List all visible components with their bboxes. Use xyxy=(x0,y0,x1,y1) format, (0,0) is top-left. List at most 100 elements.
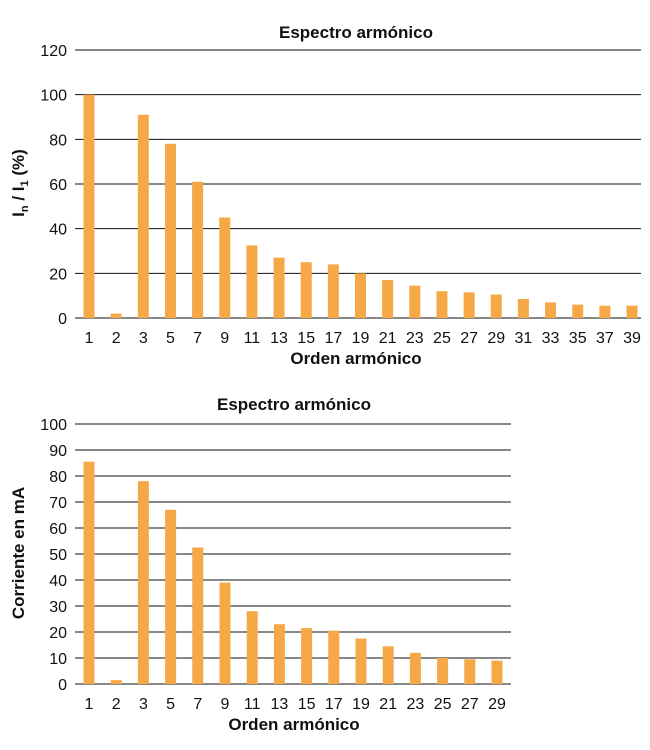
y-tick-label: 60 xyxy=(49,521,67,538)
x-tick-label: 3 xyxy=(139,696,148,713)
bar xyxy=(273,257,285,318)
bar xyxy=(83,94,95,319)
y-tick-label: 20 xyxy=(49,266,67,283)
x-tick-label: 15 xyxy=(298,696,316,713)
bar xyxy=(165,509,177,684)
bar xyxy=(382,646,394,684)
x-tick-label: 19 xyxy=(352,696,370,713)
bar xyxy=(110,680,122,684)
x-tick-label: 7 xyxy=(193,330,202,347)
bar xyxy=(545,302,557,318)
y-tick-label: 40 xyxy=(49,222,67,239)
y-tick-label: 40 xyxy=(49,573,67,590)
y-tick-label: 90 xyxy=(49,443,67,460)
bars xyxy=(83,94,638,319)
y-axis-title: In / I1 (%) xyxy=(9,149,31,217)
x-tick-label: 13 xyxy=(271,696,289,713)
y-tick-label: 10 xyxy=(49,651,67,668)
x-tick-label: 21 xyxy=(379,330,397,347)
bar xyxy=(409,652,421,684)
x-tick-label: 9 xyxy=(221,696,230,713)
y-axis-title: Corriente en mA xyxy=(9,487,28,619)
x-tick-label: 39 xyxy=(623,330,641,347)
bar xyxy=(491,660,503,684)
y-tick-label: 80 xyxy=(49,132,67,149)
bar xyxy=(137,114,149,319)
bar xyxy=(382,280,394,318)
x-tick-label: 29 xyxy=(488,696,506,713)
bar xyxy=(463,292,475,318)
x-tick-label: 27 xyxy=(461,696,479,713)
bar xyxy=(192,547,204,684)
x-tick-label: 27 xyxy=(460,330,478,347)
x-tick-label: 33 xyxy=(542,330,560,347)
y-tick-label: 30 xyxy=(49,599,67,616)
x-tick-labels: 1 2 3 5 7 9 11 13 15 17 19 21 23 25 27 29 xyxy=(85,696,506,713)
y-tick-label: 20 xyxy=(49,625,67,642)
bar xyxy=(437,658,449,684)
y-tick-labels: 0 20 40 60 80 100 120 xyxy=(40,43,67,328)
x-tick-label: 11 xyxy=(244,696,261,713)
x-tick-label: 1 xyxy=(85,696,94,713)
y-tick-label: 120 xyxy=(40,43,67,60)
x-tick-label: 37 xyxy=(596,330,614,347)
bar xyxy=(517,299,529,318)
bar xyxy=(626,305,638,318)
bar xyxy=(355,638,367,684)
x-tick-label: 9 xyxy=(220,330,229,347)
bar xyxy=(572,304,584,318)
y-tick-label: 50 xyxy=(49,547,67,564)
y-tick-label: 100 xyxy=(40,417,67,434)
x-tick-label: 1 xyxy=(85,330,94,347)
bar xyxy=(436,291,448,318)
y-tick-label: 0 xyxy=(58,311,67,328)
x-tick-label: 31 xyxy=(515,330,533,347)
bar xyxy=(137,481,149,684)
x-tick-label: 29 xyxy=(487,330,505,347)
x-tick-label: 15 xyxy=(297,330,315,347)
bar xyxy=(219,217,231,318)
x-axis-title: Orden armónico xyxy=(228,715,359,734)
chart-title: Espectro armónico xyxy=(217,395,371,414)
x-tick-label: 5 xyxy=(166,330,175,347)
bar xyxy=(599,305,611,318)
x-tick-label: 17 xyxy=(324,330,342,347)
bar xyxy=(409,285,421,318)
bar xyxy=(246,611,258,684)
x-tick-label: 2 xyxy=(112,696,121,713)
x-tick-label: 11 xyxy=(244,330,261,347)
grid-lines xyxy=(75,423,511,685)
x-tick-label: 25 xyxy=(434,696,452,713)
bar xyxy=(355,273,366,318)
x-tick-label: 13 xyxy=(270,330,288,347)
y-tick-label: 100 xyxy=(40,88,67,105)
x-tick-label: 25 xyxy=(433,330,451,347)
bar xyxy=(301,628,313,684)
bar xyxy=(300,262,312,318)
x-tick-label: 2 xyxy=(112,330,121,347)
bar xyxy=(192,181,204,318)
bar xyxy=(327,264,339,318)
y-tick-label: 60 xyxy=(49,177,67,194)
x-tick-label: 21 xyxy=(379,696,397,713)
bar xyxy=(464,659,476,684)
x-tick-label: 7 xyxy=(193,696,202,713)
x-tick-label: 23 xyxy=(407,696,425,713)
x-tick-label: 35 xyxy=(569,330,587,347)
x-axis-title: Orden armónico xyxy=(290,349,421,368)
bar xyxy=(219,582,231,684)
x-tick-label: 17 xyxy=(325,696,343,713)
x-tick-label: 23 xyxy=(406,330,424,347)
x-tick-label: 3 xyxy=(139,330,148,347)
x-tick-labels: 1 2 3 5 7 9 11 13 15 17 19 21 23 25 27 29 31 33 35 37 39 xyxy=(85,330,641,347)
y-tick-label: 80 xyxy=(49,469,67,486)
bar xyxy=(328,630,340,684)
bar xyxy=(110,313,122,318)
bars xyxy=(83,461,503,684)
chart-title: Espectro armónico xyxy=(279,23,433,42)
bar xyxy=(273,624,285,684)
bar xyxy=(83,461,95,684)
y-tick-labels: 0 10 20 30 40 50 60 70 80 90 100 xyxy=(40,417,67,694)
bar xyxy=(246,245,258,318)
